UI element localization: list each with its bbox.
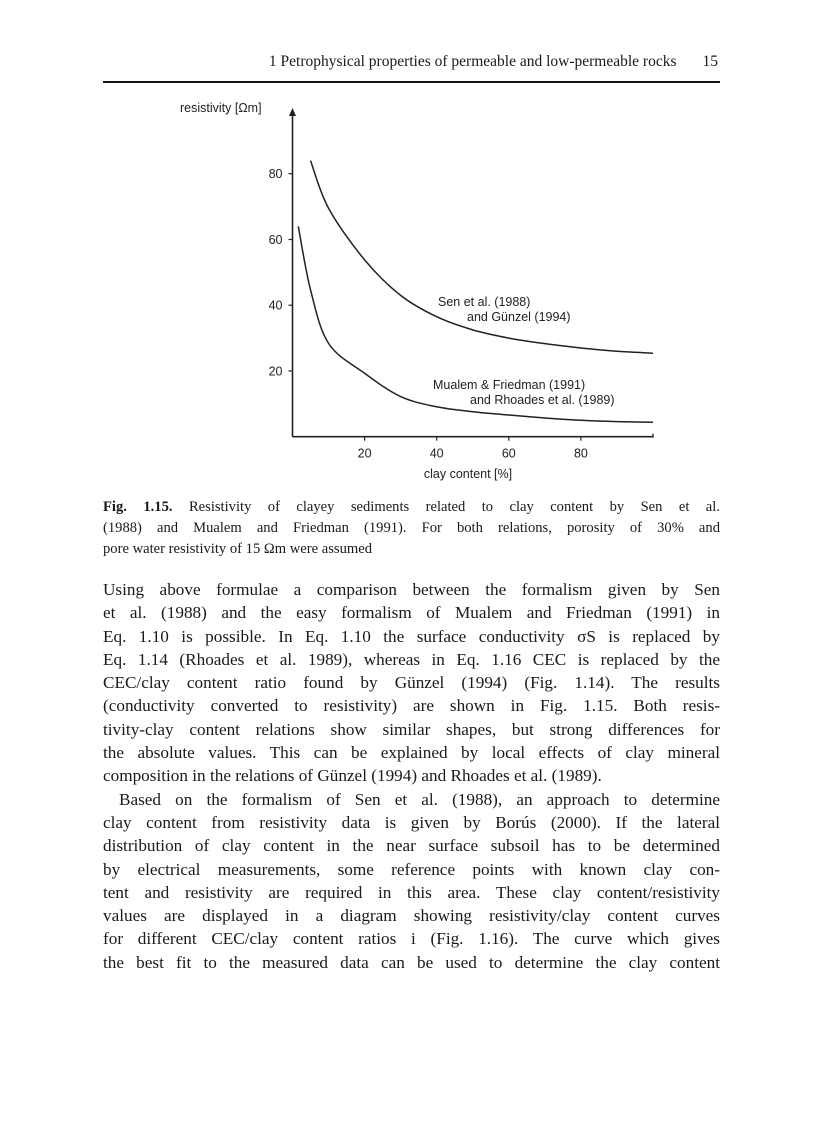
body-line: tivity-clay content relations show simil… (103, 719, 720, 739)
series-label: and Rhoades et al. (1989) (470, 393, 615, 407)
series-label: Mualem & Friedman (1991) (433, 378, 585, 392)
series-curve-2 (297, 226, 654, 423)
body-line: Eq. 1.14 (Rhoades et al. 1989), whereas … (103, 649, 720, 669)
x-tick-label: 20 (358, 447, 372, 461)
body-line: distribution of clay content in the near… (103, 836, 720, 856)
body-line: CEC/clay content ratio found by Günzel (… (103, 673, 720, 693)
body-line: (conductivity converted to resistivity) … (103, 696, 720, 716)
y-tick-label: 20 (269, 364, 283, 378)
axes: 20 40 60 80 20 40 60 80 (269, 108, 654, 461)
header-rule (103, 81, 720, 83)
body-line: Based on the formalism of Sen et al. (19… (119, 789, 720, 809)
y-tick-label: 80 (269, 167, 283, 181)
x-tick-label: 80 (574, 447, 588, 461)
body-line: Eq. 1.10 is possible. In Eq. 1.10 the su… (103, 626, 720, 646)
series-curve-1 (309, 160, 654, 354)
series-group: Sen et al. (1988)and Günzel (1994) Mualem… (297, 160, 654, 423)
series-label: and Günzel (1994) (467, 310, 571, 324)
x-axis-label: clay content [%] (424, 467, 512, 481)
running-header: 1 Petrophysical properties of permeable … (269, 53, 718, 71)
body-text: Using above formulae a comparison betwee… (103, 578, 720, 974)
body-line: composition in the relations of Günzel (… (103, 766, 602, 786)
caption-line: pore water resistivity of 15 Ωm were ass… (103, 541, 373, 557)
body-line: the absolute values. This can be explain… (103, 743, 720, 763)
body-line: et al. (1988) and the easy formalism of … (103, 603, 720, 623)
header-title: 1 Petrophysical properties of permeable … (268, 53, 677, 70)
series-label: Sen et al. (1988) (438, 295, 530, 309)
figure-caption: Fig. 1.15. Resistivity of clayey sedimen… (103, 497, 720, 560)
page-number: 15 (702, 53, 719, 70)
y-axis-label: resistivity [Ωm] (180, 101, 262, 115)
body-line: for different CEC/clay content ratios i … (103, 929, 720, 949)
x-tick-label: 40 (430, 447, 444, 461)
y-axis-arrow (289, 108, 296, 116)
resistivity-chart: 20 40 60 80 20 40 60 80 resistivity [Ωm] clay c… (180, 101, 654, 481)
caption-label: Fig. 1.15. (103, 499, 173, 515)
body-line: values are displayed in a diagram showin… (103, 906, 720, 926)
y-tick-label: 40 (269, 299, 283, 313)
body-line: by electrical measurements, some referen… (103, 859, 720, 879)
caption-line: (1988) and Mualem and Friedman (1991). F… (103, 520, 720, 536)
y-tick-label: 60 (269, 233, 283, 247)
body-line: the best fit to the measured data can be… (103, 952, 720, 972)
body-line: Using above formulae a comparison betwee… (103, 580, 720, 599)
caption-line: Resistivity of clayey sediments related … (188, 499, 720, 515)
x-tick-label: 60 (502, 447, 516, 461)
body-line: clay content from resistivity data is gi… (103, 812, 720, 832)
body-line: tent and resistivity are required in thi… (103, 882, 720, 902)
